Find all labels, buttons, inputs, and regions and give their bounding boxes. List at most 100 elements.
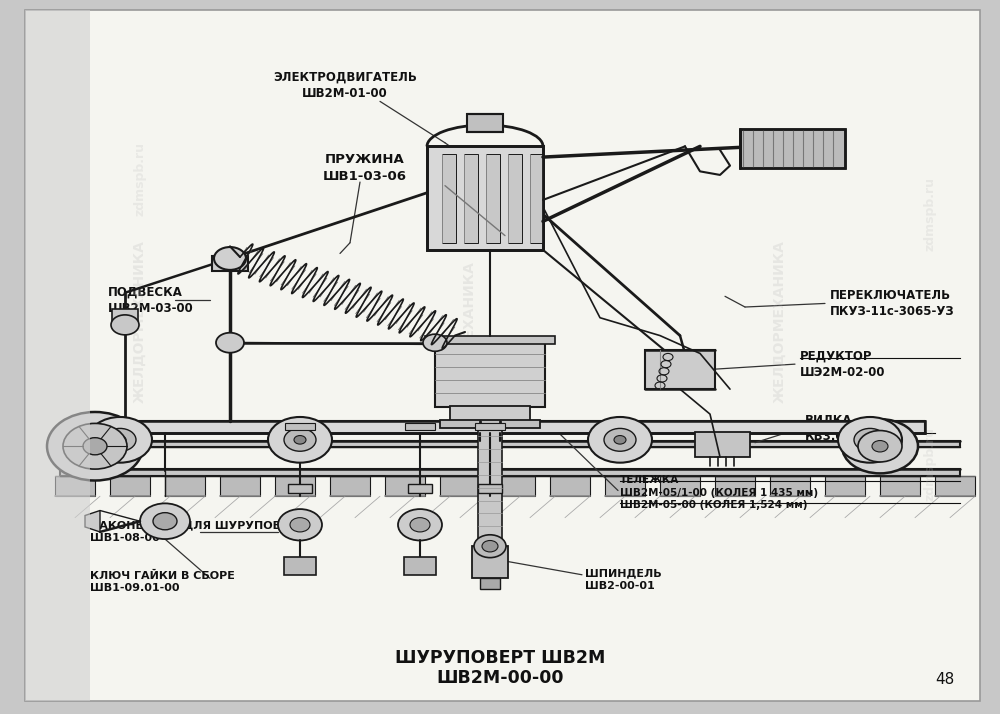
- Text: ЖЕЛДОРМЕХАНИКА: ЖЕЛДОРМЕХАНИКА: [463, 261, 477, 424]
- Bar: [212, 256, 248, 271]
- Text: ВИЛКА
КВ3.000: ВИЛКА КВ3.000: [805, 413, 861, 443]
- Bar: [408, 484, 432, 493]
- Bar: [55, 476, 95, 496]
- Text: zdmspb.ru: zdmspb.ru: [924, 427, 936, 501]
- Bar: [425, 336, 555, 344]
- Text: ШУРУПОВЕРТ ШВ2М: ШУРУПОВЕРТ ШВ2М: [395, 649, 605, 668]
- Bar: [442, 154, 456, 243]
- Bar: [427, 146, 543, 250]
- Bar: [508, 154, 522, 243]
- Circle shape: [398, 509, 442, 540]
- Bar: [605, 476, 645, 496]
- Bar: [112, 309, 138, 325]
- Circle shape: [842, 419, 918, 473]
- Circle shape: [294, 436, 306, 444]
- Circle shape: [111, 315, 139, 335]
- Bar: [85, 421, 925, 433]
- Bar: [935, 476, 975, 496]
- Bar: [770, 476, 810, 496]
- Circle shape: [83, 438, 107, 455]
- Bar: [330, 476, 370, 496]
- Text: РЕДУКТОР
ШЭ2М-02-00: РЕДУКТОР ШЭ2М-02-00: [800, 349, 886, 379]
- Circle shape: [838, 417, 902, 463]
- Circle shape: [474, 535, 506, 558]
- Text: ПОДВЕСКА
ШВ2М-03-00: ПОДВЕСКА ШВ2М-03-00: [108, 285, 194, 315]
- Bar: [880, 476, 920, 496]
- Text: ПЕРЕКЛЮЧАТЕЛЬ
ПКУЗ-11с-3065-УЗ: ПЕРЕКЛЮЧАТЕЛЬ ПКУЗ-11с-3065-УЗ: [830, 288, 955, 318]
- Circle shape: [614, 436, 626, 444]
- Bar: [486, 154, 500, 243]
- Text: ШПИНДЕЛЬ
ШВ2-00-01: ШПИНДЕЛЬ ШВ2-00-01: [585, 568, 662, 591]
- Bar: [220, 476, 260, 496]
- Bar: [478, 428, 502, 546]
- Bar: [60, 441, 960, 447]
- Circle shape: [423, 334, 447, 351]
- Circle shape: [114, 436, 126, 444]
- Circle shape: [854, 428, 886, 451]
- Bar: [110, 476, 150, 496]
- Text: ТЕЛЕЖКА
ШВ2М-05/1-00 (КОЛЕЯ 1 435 мм)
ШВ2М-05-00 (КОЛЕЯ 1,524 мм): ТЕЛЕЖКА ШВ2М-05/1-00 (КОЛЕЯ 1 435 мм) ШВ…: [620, 475, 818, 511]
- Bar: [645, 350, 715, 389]
- Bar: [740, 129, 845, 168]
- Text: НАКОНЕЧНИК ДЛЯ ШУРУПОВ
ШВ1-08-00: НАКОНЕЧНИК ДЛЯ ШУРУПОВ ШВ1-08-00: [90, 521, 281, 543]
- Bar: [472, 546, 508, 578]
- Bar: [284, 557, 316, 575]
- Circle shape: [140, 503, 190, 539]
- Text: КЛЮЧ ГАЙКИ В СБОРЕ
ШВ1-09.01-00: КЛЮЧ ГАЙКИ В СБОРЕ ШВ1-09.01-00: [90, 570, 235, 593]
- Text: ШВ2М-00-00: ШВ2М-00-00: [436, 669, 564, 688]
- Polygon shape: [85, 511, 100, 532]
- Text: zdmspb.ru: zdmspb.ru: [134, 141, 146, 216]
- Bar: [695, 432, 750, 457]
- Circle shape: [153, 513, 177, 530]
- Bar: [404, 557, 436, 575]
- Circle shape: [104, 428, 136, 451]
- Bar: [550, 476, 590, 496]
- Bar: [450, 406, 530, 421]
- Circle shape: [216, 333, 244, 353]
- Bar: [427, 146, 543, 250]
- Circle shape: [482, 540, 498, 552]
- Bar: [435, 343, 545, 407]
- Text: ЭЛЕКТРОДВИГАТЕЛЬ
ШВ2М-01-00: ЭЛЕКТРОДВИГАТЕЛЬ ШВ2М-01-00: [273, 71, 417, 101]
- Bar: [288, 484, 312, 493]
- Circle shape: [63, 423, 127, 469]
- Bar: [285, 423, 315, 430]
- Circle shape: [604, 428, 636, 451]
- Circle shape: [290, 518, 310, 532]
- Circle shape: [88, 417, 152, 463]
- Circle shape: [47, 412, 143, 481]
- Circle shape: [864, 436, 876, 444]
- Bar: [385, 476, 425, 496]
- Circle shape: [278, 509, 322, 540]
- Text: zdmspb.ru: zdmspb.ru: [464, 163, 477, 237]
- Bar: [475, 423, 505, 430]
- Text: ЖЕЛДОРМЕХАНИКА: ЖЕЛДОРМЕХАНИКА: [133, 240, 147, 403]
- Text: zdmspb.ru: zdmspb.ru: [924, 177, 936, 251]
- Bar: [495, 476, 535, 496]
- Text: ПРУЖИНА
ШВ1-03-06: ПРУЖИНА ШВ1-03-06: [323, 153, 407, 183]
- Bar: [275, 476, 315, 496]
- Bar: [405, 423, 435, 430]
- Bar: [660, 476, 700, 496]
- Circle shape: [410, 518, 430, 532]
- Bar: [60, 469, 960, 476]
- Text: 48: 48: [936, 672, 955, 688]
- Bar: [165, 476, 205, 496]
- Circle shape: [858, 431, 902, 462]
- Circle shape: [268, 417, 332, 463]
- Bar: [740, 129, 845, 168]
- Bar: [440, 476, 480, 496]
- Bar: [440, 420, 540, 428]
- Circle shape: [214, 247, 246, 270]
- Circle shape: [588, 417, 652, 463]
- Text: ЖЕЛДОРМЕХАНИКА: ЖЕЛДОРМЕХАНИКА: [773, 240, 787, 403]
- Bar: [825, 476, 865, 496]
- Bar: [467, 114, 503, 132]
- Circle shape: [284, 428, 316, 451]
- Bar: [464, 154, 478, 243]
- Bar: [480, 578, 500, 589]
- Circle shape: [872, 441, 888, 452]
- Bar: [715, 476, 755, 496]
- Bar: [478, 484, 502, 493]
- Bar: [530, 154, 544, 243]
